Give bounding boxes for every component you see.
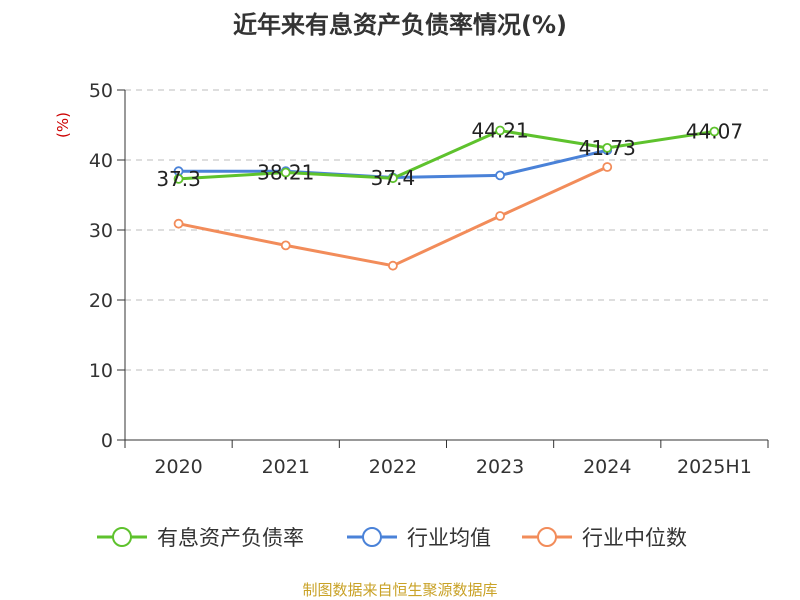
legend-marker [362, 527, 382, 547]
data-point-1 [495, 170, 505, 181]
data-point-2 [173, 218, 184, 229]
data-label: 37.4 [371, 166, 416, 190]
data-label: 41.73 [579, 136, 636, 160]
legend-label[interactable]: 行业中位数 [582, 526, 687, 550]
data-point-0 [709, 126, 720, 137]
data-labels: 37.3 38.21 37.4 44.21 41.73 44.07 [156, 119, 743, 191]
data-point-0 [495, 125, 505, 136]
data-point-0 [388, 173, 398, 184]
source-note: 制图数据来自恒生聚源数据库 [302, 581, 497, 599]
x-tick-label: 2024 [583, 456, 631, 478]
x-tick-label: 2025H1 [677, 456, 752, 478]
series-group [173, 125, 720, 271]
data-point-2 [388, 260, 398, 271]
data-point-0 [173, 173, 184, 184]
data-label: 37.3 [156, 167, 201, 191]
gridlines [125, 89, 768, 371]
y-tick-label: 40 [89, 150, 113, 172]
data-point-2 [280, 240, 291, 251]
x-tick-label: 2022 [369, 456, 417, 478]
y-axis-label: (%) [54, 112, 72, 138]
data-label: 44.21 [471, 119, 528, 143]
x-tick-label: 2023 [476, 456, 524, 478]
y-tick-label: 20 [89, 290, 113, 312]
data-point-2 [602, 162, 613, 172]
y-tick-label: 10 [89, 360, 113, 382]
data-label: 44.07 [686, 120, 743, 144]
y-tick-label: 50 [89, 80, 113, 102]
legend-label[interactable]: 行业均值 [407, 526, 491, 550]
data-point-0 [280, 167, 291, 178]
y-tick-label: 30 [89, 220, 113, 242]
legend-marker [112, 527, 132, 547]
x-tick-label: 2021 [262, 456, 310, 478]
data-label: 38.21 [257, 161, 314, 185]
legend-label[interactable]: 有息资产负债率 [157, 526, 304, 550]
data-point-2 [495, 211, 505, 221]
legend-marker [537, 527, 557, 547]
series-line-0 [178, 129, 715, 181]
data-point-0 [602, 142, 613, 153]
legend[interactable]: 有息资产负债率 行业均值 行业中位数 [97, 526, 687, 550]
chart-title: 近年来有息资产负债率情况(%) [233, 11, 567, 39]
axes: 0 10 20 30 40 50 2020 2021 2022 2023 2024 2025H1 [89, 80, 769, 478]
y-tick-label: 0 [101, 430, 113, 452]
x-tick-label: 2020 [154, 456, 202, 478]
